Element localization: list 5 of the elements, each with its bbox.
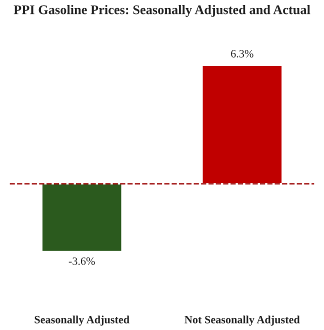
x-tick-label: Not Seasonally Adjusted: [184, 316, 300, 326]
data-label: -3.6%: [68, 257, 95, 265]
data-label: 6.3%: [231, 50, 254, 58]
chart-title: PPI Gasoline Prices: Seasonally Adjusted and Actual: [14, 4, 310, 17]
x-tick-label: Seasonally Adjusted: [34, 316, 130, 326]
